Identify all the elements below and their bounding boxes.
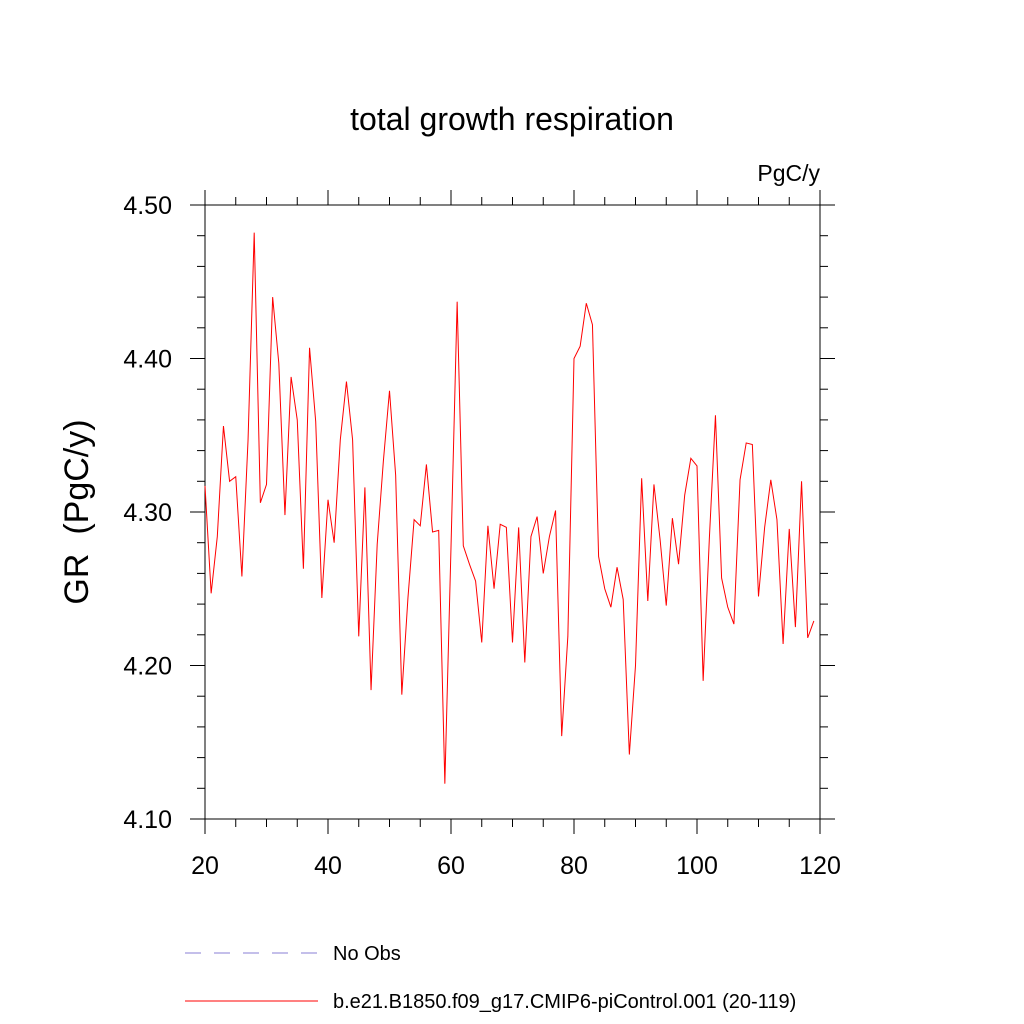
x-tick-label: 100 [676,852,718,880]
x-axis-tick-labels: 20 40 60 80 100 120 [191,852,841,880]
x-tick-label: 60 [437,852,465,880]
legend-label-no-obs: No Obs [333,943,401,965]
x-tick-label: 40 [314,852,342,880]
legend-label-model: b.e21.B1850.f09_g17.CMIP6-piControl.001 … [333,991,796,1013]
y-tick-label: 4.40 [123,346,172,374]
y-tick-label: 4.50 [123,192,172,220]
x-tick-label: 80 [560,852,588,880]
y-tick-label: 4.30 [123,499,172,527]
x-tick-label: 20 [191,852,219,880]
x-tick-label: 120 [799,852,841,880]
y-tick-label: 4.10 [123,806,172,834]
chart-title: total growth respiration [350,101,674,137]
series-line [204,232,815,784]
legend: No Obs b.e21.B1850.f09_g17.CMIP6-piContr… [185,943,796,1013]
y-axis-ticks [190,204,835,820]
y-axis-label: GR (PgC/y) [58,419,96,604]
x-axis-ticks [204,190,821,834]
series-group [204,232,815,784]
y-axis-tick-labels: 4.10 4.20 4.30 4.40 4.50 [123,192,172,834]
y-tick-label: 4.20 [123,653,172,681]
units-label: PgC/y [757,160,820,186]
